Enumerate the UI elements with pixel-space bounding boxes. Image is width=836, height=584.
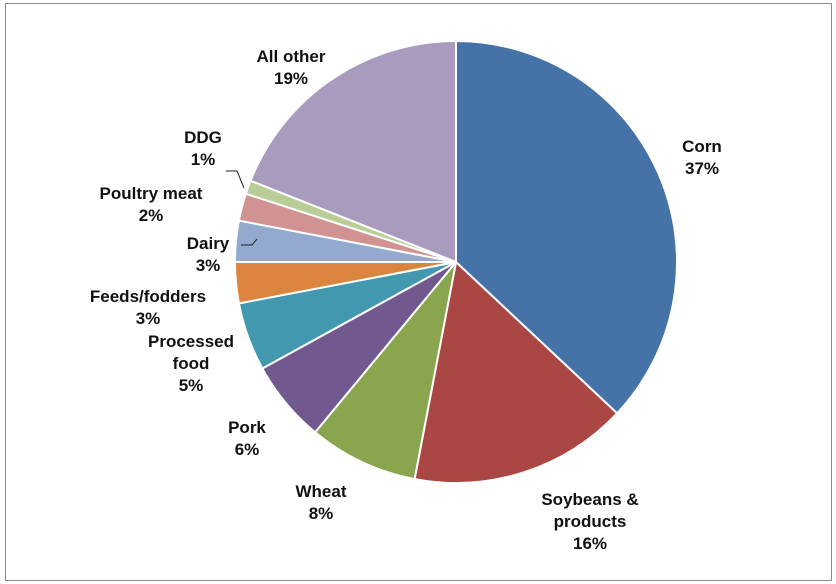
leader-ddg (226, 170, 245, 189)
pie-slices (233, 39, 678, 484)
label-all-other: All other 19% (257, 47, 326, 88)
leader-lines (226, 170, 258, 246)
slice-soybeans-products (413, 260, 619, 484)
slice-labels: Corn 37% Soybeans & products 16% Wheat 8% Pork 6… (90, 47, 722, 553)
label-soybeans-products: Soybeans & products 16% (541, 490, 638, 553)
label-dairy: Dairy 3% (187, 234, 230, 275)
label-ddg: DDG 1% (184, 128, 222, 169)
slice-corn (455, 39, 678, 415)
label-poultry-meat: Poultry meat 2% (100, 184, 203, 225)
label-wheat: Wheat 8% (296, 482, 347, 523)
slice-wheat (313, 261, 457, 481)
label-corn: Corn 37% (682, 137, 722, 178)
slice-all-other (249, 39, 457, 264)
label-pork: Pork 6% (228, 418, 266, 459)
label-processed-food: Processed food 5% (148, 332, 234, 395)
leader-dairy (241, 238, 258, 246)
label-feeds-fodders: Feeds/fodders 3% (90, 287, 206, 328)
